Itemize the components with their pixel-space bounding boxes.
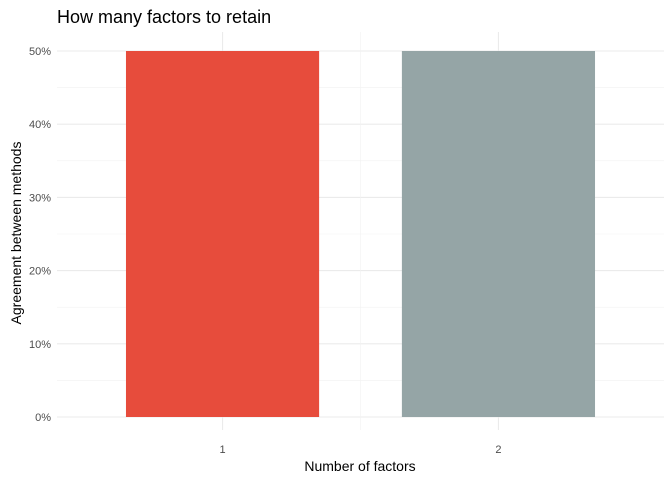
y-tick-label: 30% — [29, 192, 51, 204]
y-tick-label: 10% — [29, 339, 51, 351]
y-tick-label: 40% — [29, 119, 51, 131]
x-tick-label: 1 — [219, 444, 225, 456]
y-tick-label: 20% — [29, 266, 51, 278]
y-axis-ticks: 0% 10% 20% 30% 40% 50% — [29, 46, 51, 424]
bar-1 — [125, 51, 320, 417]
y-tick-label: 50% — [29, 46, 51, 58]
chart-title: How many factors to retain — [57, 7, 271, 27]
x-axis-title: Number of factors — [304, 458, 415, 474]
bar-2 — [401, 51, 596, 417]
y-axis-title: Agreement between methods — [8, 142, 24, 325]
x-tick-label: 2 — [495, 444, 501, 456]
y-tick-label: 0% — [35, 412, 51, 424]
bars — [125, 51, 596, 417]
